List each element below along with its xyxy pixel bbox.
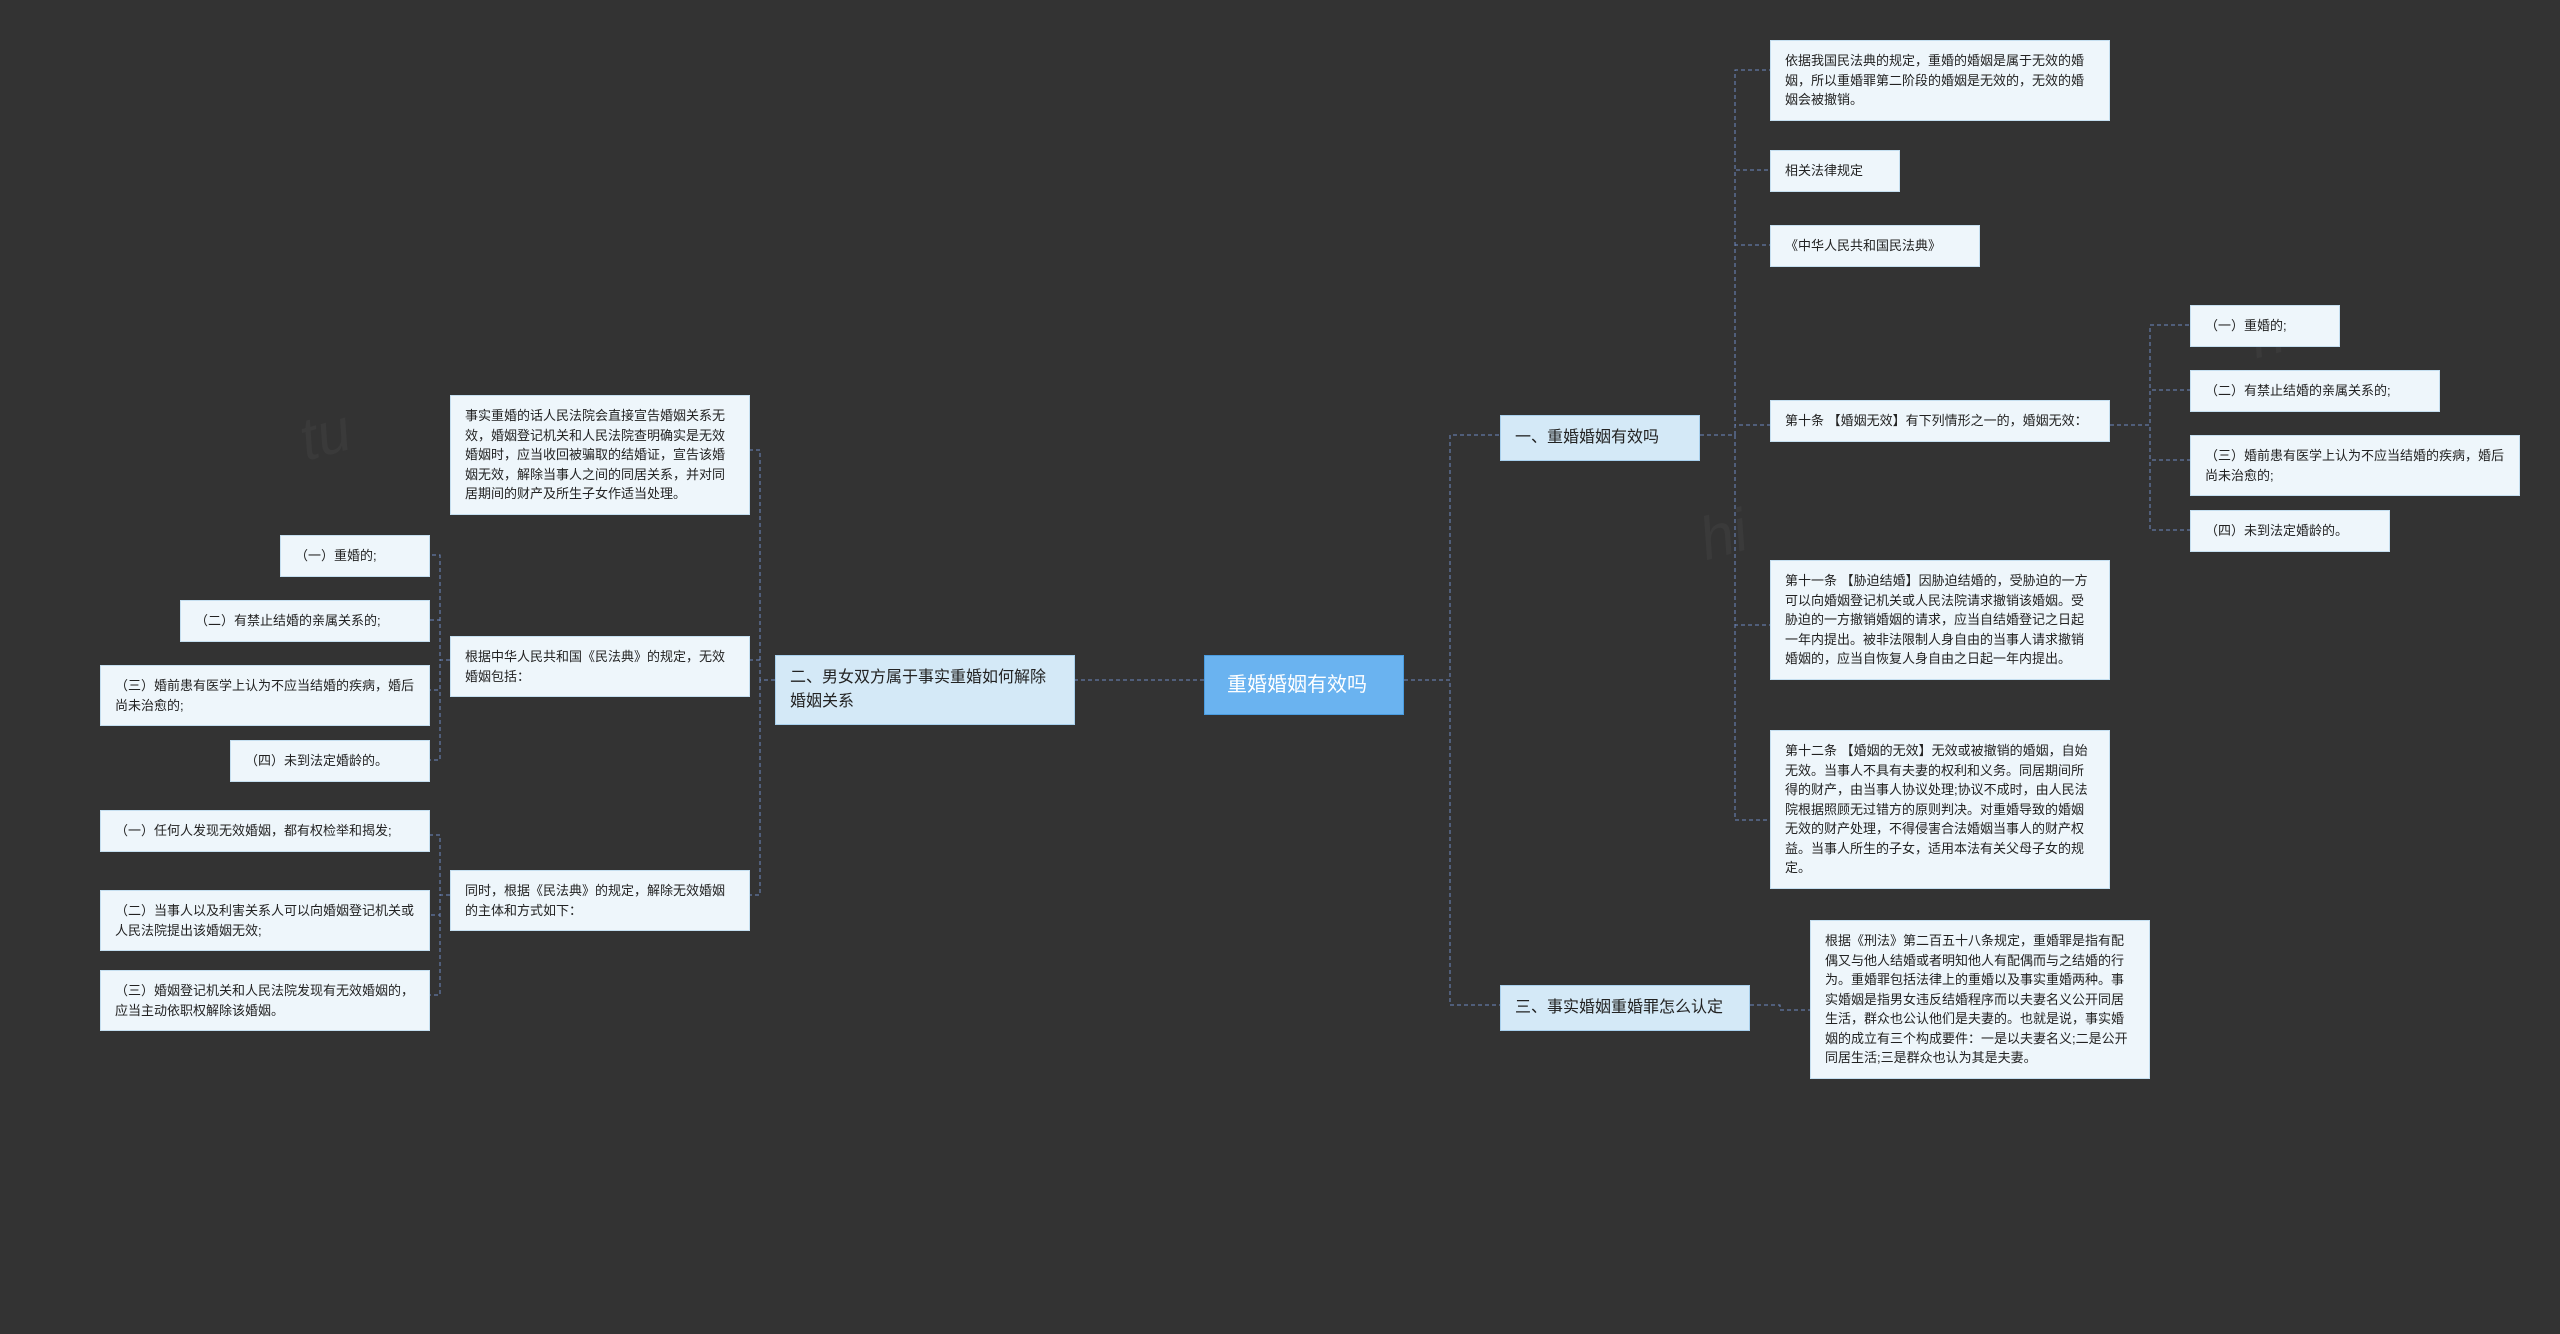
node-text: （四）未到法定婚龄的。 xyxy=(245,753,388,768)
node-text: 根据中华人民共和国《民法典》的规定，无效婚姻包括： xyxy=(465,649,725,684)
node-text: 根据《刑法》第二百五十八条规定，重婚罪是指有配偶又与他人结婚或者明知他人有配偶而… xyxy=(1825,933,2128,1065)
b2-child-1[interactable]: 事实重婚的话人民法院会直接宣告婚姻关系无效，婚姻登记机关和人民法院查明确实是无效… xyxy=(450,395,750,515)
b1-child-2[interactable]: 相关法律规定 xyxy=(1770,150,1900,192)
branch-3[interactable]: 三、事实婚姻重婚罪怎么认定 xyxy=(1500,985,1750,1031)
node-text: （二）当事人以及利害关系人可以向婚姻登记机关或人民法院提出该婚姻无效; xyxy=(115,903,414,938)
branch-2[interactable]: 二、男女双方属于事实重婚如何解除婚姻关系 xyxy=(775,655,1075,725)
b2c3-sub-c[interactable]: （三）婚姻登记机关和人民法院发现有无效婚姻的，应当主动依职权解除该婚姻。 xyxy=(100,970,430,1031)
branch-1[interactable]: 一、重婚婚姻有效吗 xyxy=(1500,415,1700,461)
node-text: 第十条 【婚姻无效】有下列情形之一的，婚姻无效： xyxy=(1785,413,2088,428)
node-text: 第十二条 【婚姻的无效】无效或被撤销的婚姻，自始无效。当事人不具有夫妻的权利和义… xyxy=(1785,743,2088,875)
b2c3-sub-a[interactable]: （一）任何人发现无效婚姻，都有权检举和揭发; xyxy=(100,810,430,852)
node-text: 同时，根据《民法典》的规定，解除无效婚姻的主体和方式如下： xyxy=(465,883,725,918)
b2-child-2[interactable]: 根据中华人民共和国《民法典》的规定，无效婚姻包括： xyxy=(450,636,750,697)
b2c3-sub-b[interactable]: （二）当事人以及利害关系人可以向婚姻登记机关或人民法院提出该婚姻无效; xyxy=(100,890,430,951)
branch-3-label: 三、事实婚姻重婚罪怎么认定 xyxy=(1515,999,1723,1016)
node-text: （三）婚前患有医学上认为不应当结婚的疾病，婚后尚未治愈的; xyxy=(2205,448,2504,483)
b1-child-3[interactable]: 《中华人民共和国民法典》 xyxy=(1770,225,1980,267)
root-node[interactable]: 重婚婚姻有效吗 xyxy=(1204,655,1404,715)
root-label: 重婚婚姻有效吗 xyxy=(1227,674,1367,696)
watermark: hi xyxy=(1692,495,1755,574)
node-text: （一）任何人发现无效婚姻，都有权检举和揭发; xyxy=(115,823,392,838)
b2c2-sub-a[interactable]: （一）重婚的; xyxy=(280,535,430,577)
node-text: 《中华人民共和国民法典》 xyxy=(1785,238,1941,253)
node-text: （一）重婚的; xyxy=(295,548,377,563)
node-text: （二）有禁止结婚的亲属关系的; xyxy=(195,613,381,628)
b2c2-sub-c[interactable]: （三）婚前患有医学上认为不应当结婚的疾病，婚后尚未治愈的; xyxy=(100,665,430,726)
b1c4-sub-a[interactable]: （一）重婚的; xyxy=(2190,305,2340,347)
b1c4-sub-c[interactable]: （三）婚前患有医学上认为不应当结婚的疾病，婚后尚未治愈的; xyxy=(2190,435,2520,496)
b1-child-6[interactable]: 第十二条 【婚姻的无效】无效或被撤销的婚姻，自始无效。当事人不具有夫妻的权利和义… xyxy=(1770,730,2110,889)
b1c4-sub-d[interactable]: （四）未到法定婚龄的。 xyxy=(2190,510,2390,552)
node-text: （四）未到法定婚龄的。 xyxy=(2205,523,2348,538)
watermark: tu xyxy=(292,395,358,475)
node-text: （一）重婚的; xyxy=(2205,318,2287,333)
b2c2-sub-d[interactable]: （四）未到法定婚龄的。 xyxy=(230,740,430,782)
b3-child-1[interactable]: 根据《刑法》第二百五十八条规定，重婚罪是指有配偶又与他人结婚或者明知他人有配偶而… xyxy=(1810,920,2150,1079)
b1-child-5[interactable]: 第十一条 【胁迫结婚】因胁迫结婚的，受胁迫的一方可以向婚姻登记机关或人民法院请求… xyxy=(1770,560,2110,680)
node-text: 事实重婚的话人民法院会直接宣告婚姻关系无效，婚姻登记机关和人民法院查明确实是无效… xyxy=(465,408,725,501)
b2c2-sub-b[interactable]: （二）有禁止结婚的亲属关系的; xyxy=(180,600,430,642)
b1-child-1[interactable]: 依据我国民法典的规定，重婚的婚姻是属于无效的婚姻，所以重婚罪第二阶段的婚姻是无效… xyxy=(1770,40,2110,121)
node-text: 依据我国民法典的规定，重婚的婚姻是属于无效的婚姻，所以重婚罪第二阶段的婚姻是无效… xyxy=(1785,53,2084,107)
b1-child-4[interactable]: 第十条 【婚姻无效】有下列情形之一的，婚姻无效： xyxy=(1770,400,2110,442)
branch-1-label: 一、重婚婚姻有效吗 xyxy=(1515,429,1659,446)
node-text: （三）婚前患有医学上认为不应当结婚的疾病，婚后尚未治愈的; xyxy=(115,678,414,713)
b2-child-3[interactable]: 同时，根据《民法典》的规定，解除无效婚姻的主体和方式如下： xyxy=(450,870,750,931)
branch-2-label: 二、男女双方属于事实重婚如何解除婚姻关系 xyxy=(790,669,1046,710)
node-text: （二）有禁止结婚的亲属关系的; xyxy=(2205,383,2391,398)
node-text: 相关法律规定 xyxy=(1785,163,1863,178)
node-text: （三）婚姻登记机关和人民法院发现有无效婚姻的，应当主动依职权解除该婚姻。 xyxy=(115,983,414,1018)
node-text: 第十一条 【胁迫结婚】因胁迫结婚的，受胁迫的一方可以向婚姻登记机关或人民法院请求… xyxy=(1785,573,2088,666)
b1c4-sub-b[interactable]: （二）有禁止结婚的亲属关系的; xyxy=(2190,370,2440,412)
